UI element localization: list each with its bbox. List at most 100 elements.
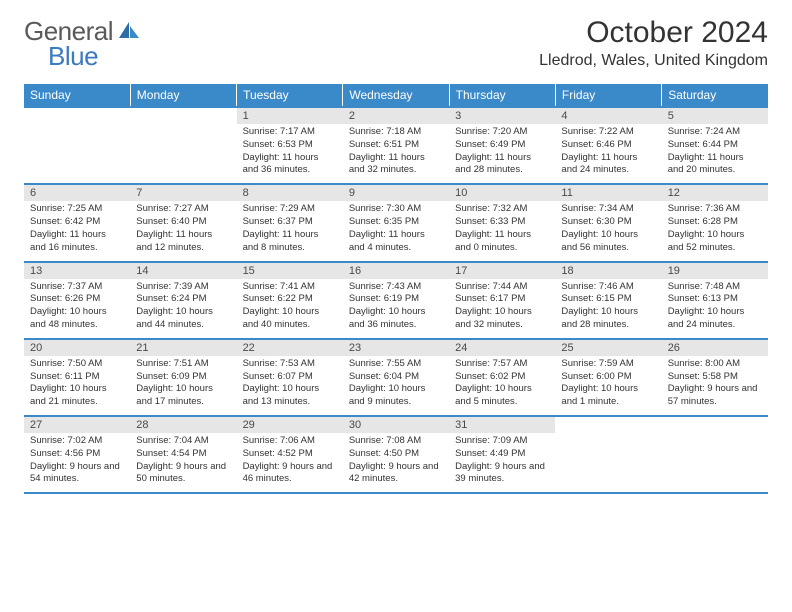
sunrise-line: Sunrise: 7:44 AM [455, 281, 549, 294]
sunrise-line: Sunrise: 7:37 AM [30, 281, 124, 294]
daynum-cell: 1 [237, 107, 343, 124]
detail-cell [662, 433, 768, 493]
sunset-line: Sunset: 6:53 PM [243, 139, 337, 152]
detail-cell: Sunrise: 7:37 AMSunset: 6:26 PMDaylight:… [24, 279, 130, 339]
daylight-line: Daylight: 10 hours and 5 minutes. [455, 383, 549, 409]
daynum-cell: 23 [343, 339, 449, 356]
daylight-line: Daylight: 10 hours and 52 minutes. [668, 229, 762, 255]
detail-cell: Sunrise: 7:09 AMSunset: 4:49 PMDaylight:… [449, 433, 555, 493]
sunset-line: Sunset: 6:00 PM [561, 371, 655, 384]
daynum-cell: 2 [343, 107, 449, 124]
daynum-cell: 6 [24, 184, 130, 201]
detail-cell: Sunrise: 7:34 AMSunset: 6:30 PMDaylight:… [555, 201, 661, 261]
week-daynum-row: 20212223242526 [24, 339, 768, 356]
sunrise-line: Sunrise: 7:48 AM [668, 281, 762, 294]
daylight-line: Daylight: 11 hours and 12 minutes. [136, 229, 230, 255]
sunrise-line: Sunrise: 7:34 AM [561, 203, 655, 216]
week-daynum-row: 6789101112 [24, 184, 768, 201]
sunset-line: Sunset: 4:49 PM [455, 448, 549, 461]
sunrise-line: Sunrise: 7:50 AM [30, 358, 124, 371]
daynum-cell: 22 [237, 339, 343, 356]
sunset-line: Sunset: 6:09 PM [136, 371, 230, 384]
daynum-cell: 27 [24, 416, 130, 433]
daynum-cell [662, 416, 768, 433]
detail-cell: Sunrise: 7:53 AMSunset: 6:07 PMDaylight:… [237, 356, 343, 416]
sunrise-line: Sunrise: 7:02 AM [30, 435, 124, 448]
calendar-table: SundayMondayTuesdayWednesdayThursdayFrid… [24, 84, 768, 494]
daynum-cell: 31 [449, 416, 555, 433]
daylight-line: Daylight: 10 hours and 40 minutes. [243, 306, 337, 332]
detail-cell: Sunrise: 7:25 AMSunset: 6:42 PMDaylight:… [24, 201, 130, 261]
daynum-cell: 3 [449, 107, 555, 124]
sunrise-line: Sunrise: 7:25 AM [30, 203, 124, 216]
daynum-cell: 12 [662, 184, 768, 201]
detail-cell: Sunrise: 7:30 AMSunset: 6:35 PMDaylight:… [343, 201, 449, 261]
sunset-line: Sunset: 6:22 PM [243, 293, 337, 306]
detail-cell: Sunrise: 7:24 AMSunset: 6:44 PMDaylight:… [662, 124, 768, 184]
logo-text-block: General Blue [24, 16, 141, 72]
daylight-line: Daylight: 9 hours and 42 minutes. [349, 461, 443, 487]
week-daynum-row: 12345 [24, 107, 768, 124]
detail-cell: Sunrise: 7:22 AMSunset: 6:46 PMDaylight:… [555, 124, 661, 184]
daylight-line: Daylight: 10 hours and 44 minutes. [136, 306, 230, 332]
detail-cell: Sunrise: 7:02 AMSunset: 4:56 PMDaylight:… [24, 433, 130, 493]
daylight-line: Daylight: 10 hours and 9 minutes. [349, 383, 443, 409]
sunrise-line: Sunrise: 7:06 AM [243, 435, 337, 448]
daynum-cell: 25 [555, 339, 661, 356]
sunset-line: Sunset: 6:15 PM [561, 293, 655, 306]
sunrise-line: Sunrise: 7:41 AM [243, 281, 337, 294]
detail-cell: Sunrise: 7:08 AMSunset: 4:50 PMDaylight:… [343, 433, 449, 493]
sunrise-line: Sunrise: 7:39 AM [136, 281, 230, 294]
sunset-line: Sunset: 4:50 PM [349, 448, 443, 461]
sunrise-line: Sunrise: 7:08 AM [349, 435, 443, 448]
daylight-line: Daylight: 10 hours and 24 minutes. [668, 306, 762, 332]
detail-cell: Sunrise: 7:36 AMSunset: 6:28 PMDaylight:… [662, 201, 768, 261]
detail-cell: Sunrise: 7:59 AMSunset: 6:00 PMDaylight:… [555, 356, 661, 416]
daylight-line: Daylight: 11 hours and 0 minutes. [455, 229, 549, 255]
daynum-cell: 9 [343, 184, 449, 201]
sunrise-line: Sunrise: 7:30 AM [349, 203, 443, 216]
daynum-cell: 21 [130, 339, 236, 356]
sunrise-line: Sunrise: 7:18 AM [349, 126, 443, 139]
logo-text-blue: Blue [48, 41, 141, 72]
daylight-line: Daylight: 9 hours and 39 minutes. [455, 461, 549, 487]
sunrise-line: Sunrise: 7:59 AM [561, 358, 655, 371]
sunrise-line: Sunrise: 7:04 AM [136, 435, 230, 448]
calendar-body: 12345Sunrise: 7:17 AMSunset: 6:53 PMDayl… [24, 107, 768, 493]
sunset-line: Sunset: 6:44 PM [668, 139, 762, 152]
week-daynum-row: 13141516171819 [24, 262, 768, 279]
calendar-page: General Blue October 2024 Lledrod, Wales… [0, 0, 792, 510]
daynum-cell [130, 107, 236, 124]
sunrise-line: Sunrise: 7:46 AM [561, 281, 655, 294]
daynum-cell [24, 107, 130, 124]
daynum-cell: 19 [662, 262, 768, 279]
daynum-cell: 17 [449, 262, 555, 279]
week-detail-row: Sunrise: 7:25 AMSunset: 6:42 PMDaylight:… [24, 201, 768, 261]
dow-header: Sunday [24, 84, 130, 107]
daynum-cell: 14 [130, 262, 236, 279]
sunrise-line: Sunrise: 7:32 AM [455, 203, 549, 216]
daylight-line: Daylight: 9 hours and 57 minutes. [668, 383, 762, 409]
daynum-cell: 15 [237, 262, 343, 279]
daynum-cell: 26 [662, 339, 768, 356]
daylight-line: Daylight: 11 hours and 20 minutes. [668, 152, 762, 178]
daynum-cell: 7 [130, 184, 236, 201]
daynum-cell: 29 [237, 416, 343, 433]
sunset-line: Sunset: 6:19 PM [349, 293, 443, 306]
sunset-line: Sunset: 6:04 PM [349, 371, 443, 384]
daylight-line: Daylight: 11 hours and 28 minutes. [455, 152, 549, 178]
sunset-line: Sunset: 6:07 PM [243, 371, 337, 384]
sunset-line: Sunset: 6:40 PM [136, 216, 230, 229]
detail-cell: Sunrise: 7:57 AMSunset: 6:02 PMDaylight:… [449, 356, 555, 416]
daylight-line: Daylight: 10 hours and 48 minutes. [30, 306, 124, 332]
daylight-line: Daylight: 10 hours and 13 minutes. [243, 383, 337, 409]
detail-cell: Sunrise: 7:18 AMSunset: 6:51 PMDaylight:… [343, 124, 449, 184]
daynum-cell: 4 [555, 107, 661, 124]
daynum-cell: 30 [343, 416, 449, 433]
detail-cell: Sunrise: 7:39 AMSunset: 6:24 PMDaylight:… [130, 279, 236, 339]
detail-cell: Sunrise: 7:51 AMSunset: 6:09 PMDaylight:… [130, 356, 236, 416]
detail-cell [130, 124, 236, 184]
daylight-line: Daylight: 10 hours and 36 minutes. [349, 306, 443, 332]
daylight-line: Daylight: 9 hours and 54 minutes. [30, 461, 124, 487]
daynum-cell: 18 [555, 262, 661, 279]
